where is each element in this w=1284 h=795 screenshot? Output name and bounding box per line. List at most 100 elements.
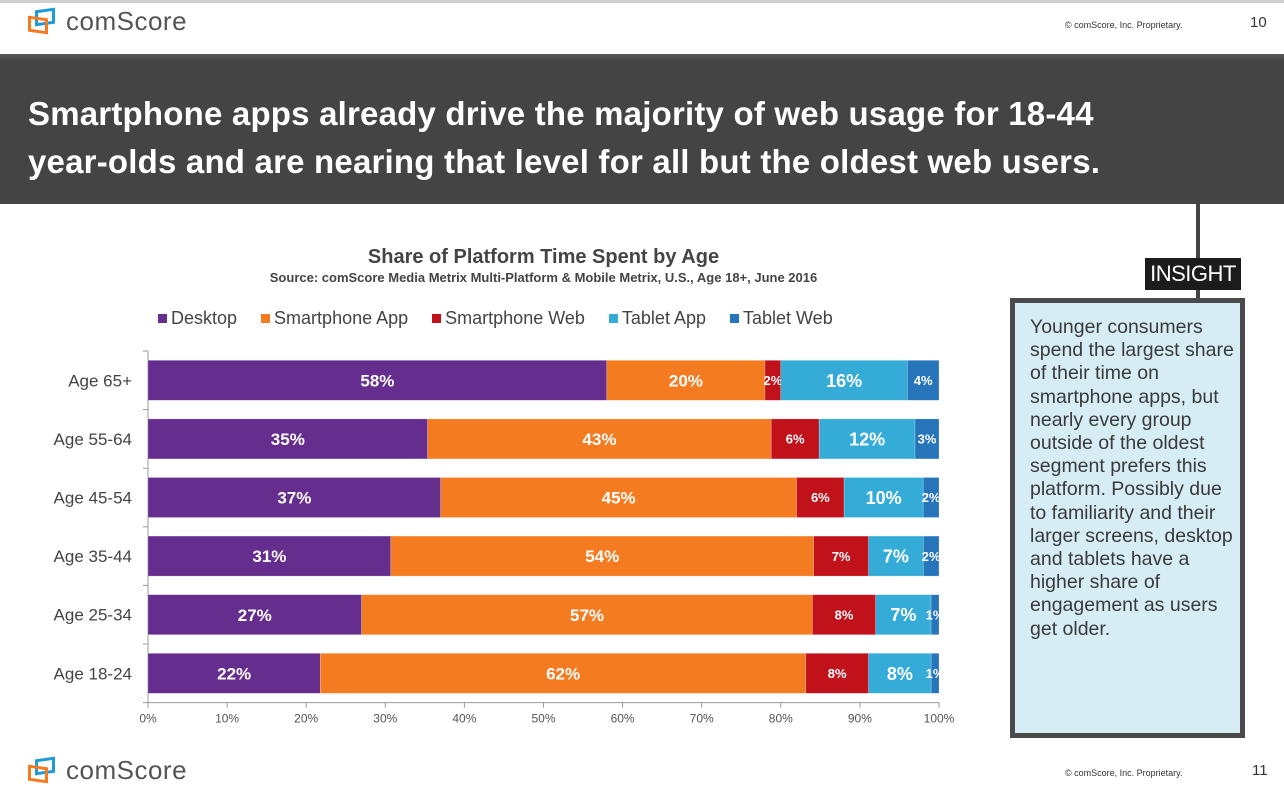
bar-segment-smartphone-app: [390, 535, 814, 577]
page-number-header: 10: [1250, 14, 1267, 31]
bar-segment-tablet-web: [914, 418, 940, 460]
x-tick-label: 40%: [452, 712, 476, 726]
banner-edge: [0, 54, 1284, 61]
comscore-logo-footer: comScore: [26, 755, 187, 786]
data-label: 12%: [849, 429, 885, 449]
legend-label: Smartphone App: [274, 308, 409, 328]
data-label: 4%: [914, 373, 933, 388]
insight-box: [1010, 298, 1245, 738]
bar-segment-tablet-web: [930, 594, 940, 636]
bar-segment-desktop: [147, 359, 608, 401]
data-label: 27%: [238, 606, 272, 625]
data-label: 57%: [570, 606, 604, 625]
bar-segment-desktop: [147, 535, 392, 577]
category-label: Age 18-24: [54, 664, 132, 683]
x-tick-label: 80%: [769, 712, 793, 726]
x-tick-label: 30%: [373, 712, 397, 726]
x-tick-label: 70%: [690, 712, 714, 726]
bar-segment-smartphone-web: [812, 594, 877, 636]
legend-label: Desktop: [171, 308, 238, 328]
category-label: Age 35-44: [54, 547, 132, 566]
x-tick-label: 60%: [611, 712, 635, 726]
legend-swatch: [729, 314, 739, 323]
data-label: 2%: [763, 373, 782, 388]
page-number-footer: 11: [1252, 762, 1268, 779]
legend-item-smartphone-app: Smartphone App: [261, 308, 408, 329]
comscore-logo-header: comScore: [26, 6, 187, 37]
bar-segment-smartphone-app: [319, 652, 807, 694]
data-label: 8%: [887, 664, 913, 684]
chart-subtitle: Source: comScore Media Metrix Multi-Plat…: [269, 270, 818, 285]
legend-swatch: [158, 314, 167, 323]
insight-text: Younger consumers spend the largest shar…: [1030, 316, 1234, 640]
legend-swatch: [608, 314, 618, 323]
bar-segment-desktop: [147, 594, 362, 636]
legend-swatch: [261, 314, 271, 323]
data-label: 16%: [826, 371, 862, 391]
data-label: 7%: [890, 605, 916, 625]
insight-connector-line: [1196, 204, 1200, 300]
copyright-footer: © comScore, Inc. Proprietary.: [1065, 768, 1183, 778]
chart-title: Share of Platform Time Spent by Age: [367, 246, 720, 268]
copyright-header: © comScore, Inc. Proprietary.: [1065, 20, 1183, 30]
bar-segment-tablet-web: [907, 359, 940, 401]
category-label: Age 55-64: [54, 430, 132, 449]
headline-line-1: Smartphone apps already drive the majori…: [28, 95, 1094, 132]
comscore-logo-icon: [26, 756, 60, 785]
bar-segment-smartphone-app: [440, 477, 797, 518]
x-tick-label: 10%: [215, 712, 239, 726]
data-label: 1%: [926, 666, 945, 681]
bar-segment-tablet-app: [868, 652, 932, 694]
data-label: 2%: [922, 549, 941, 564]
bar-segment-tablet-app: [818, 418, 916, 460]
top-rule: [0, 0, 1284, 3]
bar-segment-desktop: [147, 477, 441, 518]
data-label: 6%: [811, 490, 830, 505]
category-label: Age 45-54: [54, 489, 132, 508]
data-label: 62%: [546, 664, 580, 683]
x-tick-label: 0%: [139, 712, 157, 726]
data-label: 3%: [918, 432, 937, 447]
data-label: 37%: [277, 489, 311, 508]
data-label: 58%: [360, 371, 394, 390]
data-label: 6%: [786, 432, 805, 447]
data-label: 8%: [828, 666, 847, 681]
x-tick-label: 90%: [848, 712, 872, 726]
legend-label: Smartphone Web: [445, 308, 585, 328]
headline: Smartphone apps already drive the majori…: [28, 90, 1268, 186]
legend-label: Tablet App: [621, 308, 706, 328]
data-label: 20%: [669, 371, 703, 390]
bar-segment-tablet-app: [875, 594, 932, 636]
data-label: 31%: [252, 547, 286, 566]
data-label: 54%: [585, 547, 619, 566]
data-label: 22%: [217, 664, 251, 683]
data-label: 35%: [271, 430, 305, 449]
legend-item-desktop: Desktop: [158, 308, 237, 329]
category-label: Age 65+: [68, 371, 132, 390]
data-label: 2%: [922, 490, 941, 505]
bar-segment-tablet-web: [930, 652, 940, 694]
bar-segment-smartphone-app: [361, 594, 813, 636]
legend-swatch: [432, 314, 442, 323]
bar-segment-smartphone-web: [796, 477, 845, 518]
x-tick-label: 20%: [294, 712, 318, 726]
logo-text: comScore: [66, 6, 188, 36]
data-label: 7%: [832, 549, 851, 564]
headline-line-2: year-olds and are nearing that level for…: [28, 143, 1101, 180]
x-tick-label: 50%: [531, 712, 555, 726]
chart-legend: Desktop Smartphone App Smartphone Web Table…: [158, 308, 857, 329]
data-label: 7%: [883, 547, 909, 567]
insight-tag: INSIGHT: [1145, 258, 1241, 290]
legend-label: Tablet Web: [742, 308, 833, 328]
headline-banner: [0, 54, 1284, 204]
data-label: 45%: [602, 489, 636, 508]
category-label: Age 25-34: [54, 606, 132, 625]
legend-item-tablet-app: Tablet App: [608, 308, 706, 329]
legend-item-tablet-web: Tablet Web: [729, 308, 833, 329]
data-label: 8%: [835, 607, 854, 622]
data-label: 1%: [926, 607, 945, 622]
bar-segment-smartphone-web: [770, 418, 820, 460]
bar-segment-tablet-web: [923, 535, 940, 577]
data-label: 43%: [582, 430, 616, 449]
bar-segment-smartphone-app: [427, 418, 772, 460]
